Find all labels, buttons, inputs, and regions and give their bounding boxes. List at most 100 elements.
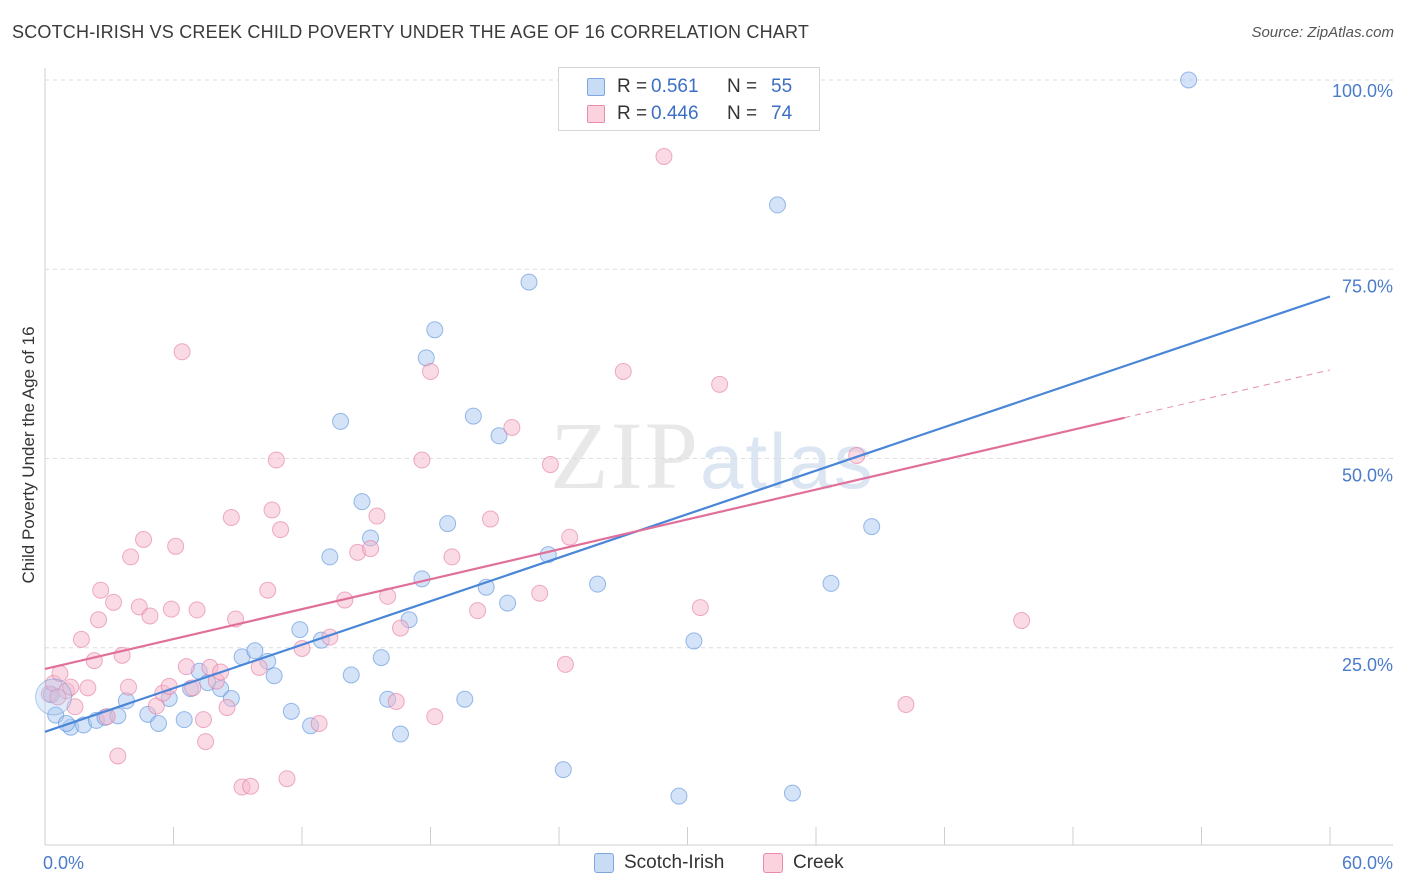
creek-point bbox=[173, 343, 191, 361]
trend-lines bbox=[44, 295, 1331, 733]
creek-point bbox=[79, 679, 97, 697]
legend-n-value: 55 bbox=[771, 76, 793, 97]
legend-r-value: 0.446 bbox=[651, 103, 699, 124]
creek-point bbox=[267, 451, 285, 469]
y-tick-label: 75.0% bbox=[1342, 276, 1393, 296]
scotch-irish-point bbox=[1180, 71, 1198, 89]
creek-point bbox=[556, 655, 574, 673]
series-label-scotch-irish: Scotch-Irish bbox=[624, 852, 725, 873]
creek-point bbox=[1013, 611, 1031, 629]
creek-point bbox=[897, 696, 915, 714]
creek-point bbox=[503, 418, 521, 436]
x-tick-label-start: 0.0% bbox=[43, 853, 84, 873]
y-tick-label: 100.0% bbox=[1332, 81, 1393, 101]
scotch-irish-point bbox=[426, 321, 444, 339]
x-tick-label-end: 60.0% bbox=[1342, 853, 1393, 873]
trend-line-creek-extension bbox=[1124, 369, 1331, 419]
creek-point bbox=[691, 599, 709, 617]
creek-point bbox=[387, 692, 405, 710]
series-swatch-scotch-irish bbox=[594, 853, 614, 873]
creek-point bbox=[711, 375, 729, 393]
scotch-irish-point bbox=[265, 667, 283, 685]
creek-point bbox=[105, 593, 123, 611]
scotch-irish-point bbox=[392, 725, 410, 743]
creek-point bbox=[188, 601, 206, 619]
legend-n-label: N = bbox=[727, 76, 758, 97]
legend-r-label: R = bbox=[617, 103, 648, 124]
creek-point bbox=[92, 581, 110, 599]
scotch-irish-point bbox=[499, 594, 517, 612]
legend-r-label: R = bbox=[617, 76, 648, 97]
scotch-irish-point bbox=[520, 273, 538, 291]
scotch-irish-point bbox=[670, 787, 688, 805]
y-tick-label: 50.0% bbox=[1342, 466, 1393, 486]
creek-point bbox=[278, 770, 296, 788]
series-legend: Scotch-Irish Creek bbox=[0, 852, 1406, 878]
series-label-creek: Creek bbox=[793, 852, 844, 873]
watermark-zip: ZIP bbox=[550, 402, 700, 509]
creek-point bbox=[85, 652, 103, 670]
creek-point bbox=[177, 658, 195, 676]
scotch-irish-point bbox=[175, 711, 193, 729]
creek-point bbox=[62, 678, 80, 696]
creek-point bbox=[49, 688, 67, 706]
creek-point bbox=[141, 607, 159, 625]
scotch-irish-point bbox=[490, 427, 508, 445]
creek-point bbox=[90, 611, 108, 629]
legend-row-scotch-irish: R = 0.561 N = 55 bbox=[587, 75, 792, 99]
scotch-irish-point bbox=[246, 642, 264, 660]
trend-line-creek bbox=[44, 416, 1125, 671]
creek-point bbox=[122, 548, 140, 566]
axes bbox=[44, 68, 1393, 846]
creek-point bbox=[194, 711, 212, 729]
scotch-irish-point bbox=[589, 575, 607, 593]
creek-point bbox=[263, 501, 281, 519]
legend: R = 0.561 N = 55 R = 0.446 N = 74 bbox=[558, 67, 820, 131]
scotch-irish-point bbox=[321, 548, 339, 566]
scotch-irish-point bbox=[282, 702, 300, 720]
series-swatch-creek bbox=[763, 853, 783, 873]
creek-point bbox=[413, 451, 431, 469]
creek-point bbox=[66, 698, 84, 716]
legend-n-label: N = bbox=[727, 103, 758, 124]
creek-point bbox=[469, 602, 487, 620]
trend-line-scotch-irish bbox=[44, 295, 1331, 733]
creek-point bbox=[109, 747, 127, 765]
points-layer bbox=[35, 71, 1198, 805]
series-legend-creek[interactable]: Creek bbox=[763, 852, 844, 874]
scotch-irish-point bbox=[150, 714, 168, 732]
grid bbox=[45, 79, 1393, 649]
creek-point bbox=[443, 548, 461, 566]
scotch-irish-point bbox=[456, 690, 474, 708]
scotch-irish-point bbox=[291, 621, 309, 639]
creek-point bbox=[167, 537, 185, 555]
creek-point bbox=[614, 362, 632, 380]
legend-swatch-scotch-irish bbox=[587, 78, 605, 96]
creek-point bbox=[541, 456, 559, 474]
scotch-irish-cluster-point bbox=[35, 678, 73, 716]
tick-labels: 25.0% 50.0% 75.0% 100.0% 0.0% 60.0% bbox=[43, 81, 1393, 873]
series-legend-scotch-irish[interactable]: Scotch-Irish bbox=[594, 852, 724, 874]
legend-n-value: 74 bbox=[771, 103, 793, 124]
series-scotch-irish bbox=[42, 71, 1198, 805]
scotch-irish-point bbox=[353, 493, 371, 511]
creek-point bbox=[259, 581, 277, 599]
legend-swatch-creek bbox=[587, 105, 605, 123]
scotch-irish-point bbox=[863, 518, 881, 536]
creek-point bbox=[222, 509, 240, 527]
creek-point bbox=[422, 362, 439, 380]
scotch-irish-point bbox=[554, 761, 572, 779]
y-axis-title: Child Poverty Under the Age of 16 bbox=[19, 326, 38, 583]
creek-point bbox=[392, 619, 410, 637]
scotch-irish-point bbox=[822, 574, 840, 592]
creek-point bbox=[655, 147, 673, 165]
y-tick-label: 25.0% bbox=[1342, 655, 1393, 675]
creek-point bbox=[120, 678, 138, 696]
scotch-irish-point bbox=[783, 784, 801, 802]
scotch-irish-point bbox=[768, 196, 786, 214]
creek-point bbox=[561, 528, 579, 546]
creek-point bbox=[848, 446, 866, 464]
source-label: Source: ZipAtlas.com bbox=[1251, 24, 1394, 41]
creek-point bbox=[368, 507, 386, 525]
